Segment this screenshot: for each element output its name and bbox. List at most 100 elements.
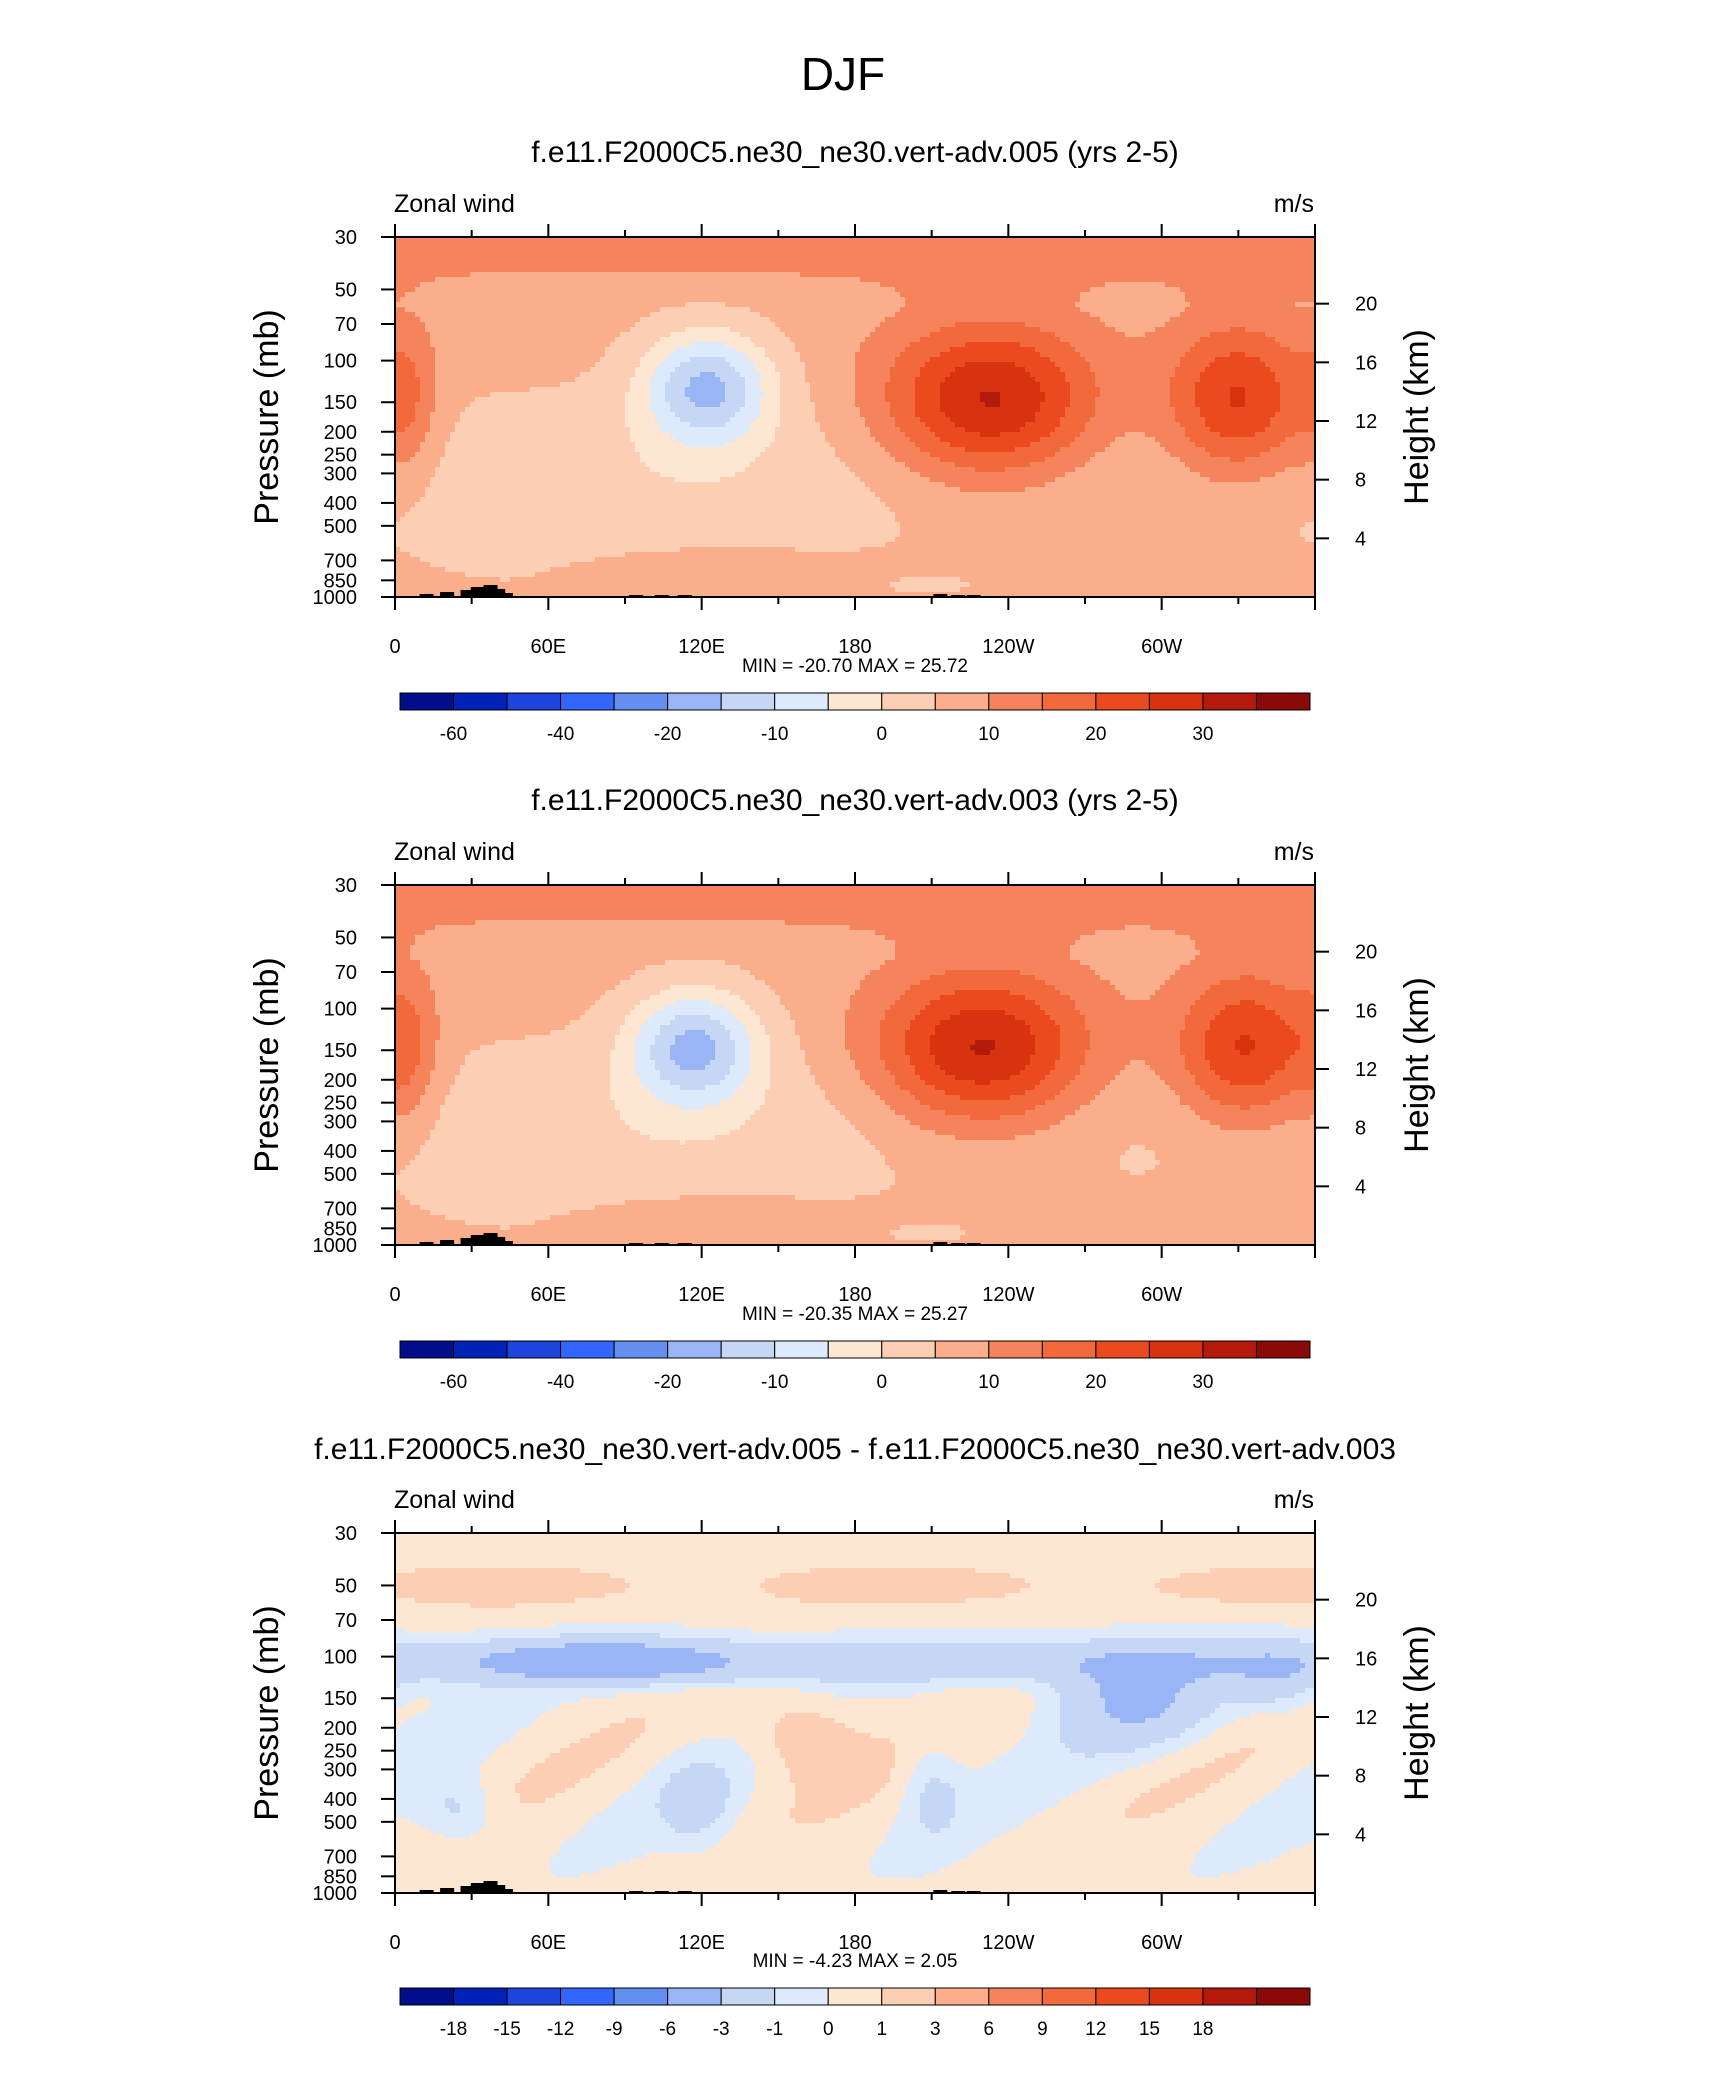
field-cell <box>600 367 605 372</box>
field-cell <box>625 382 630 387</box>
field-cell <box>410 482 415 487</box>
field-cell <box>425 542 430 547</box>
field-cell <box>410 312 415 317</box>
field-cell <box>575 417 580 422</box>
field-cell <box>495 472 500 477</box>
field-cell <box>425 452 430 457</box>
field-cell <box>535 427 540 432</box>
field-cell <box>695 512 700 517</box>
field-cell <box>430 527 435 532</box>
field-cell <box>425 332 430 337</box>
field-cell <box>610 537 615 542</box>
field-cell <box>565 472 570 477</box>
field-cell <box>610 262 615 267</box>
field-cell <box>435 407 440 412</box>
field-cell <box>545 582 550 587</box>
field-cell <box>460 482 465 487</box>
field-cell <box>410 412 415 417</box>
field-cell <box>535 292 540 297</box>
field-cell <box>500 377 505 382</box>
field-cell <box>560 362 565 367</box>
field-cell <box>585 577 590 582</box>
field-cell <box>615 247 620 252</box>
field-cell <box>740 282 745 287</box>
field-cell <box>715 537 720 542</box>
field-cell <box>400 282 405 287</box>
field-cell <box>415 407 420 412</box>
field-cell <box>430 452 435 457</box>
field-cell <box>575 517 580 522</box>
field-cell <box>495 507 500 512</box>
field-cell <box>690 577 695 582</box>
field-cell <box>535 572 540 577</box>
field-cell <box>490 312 495 317</box>
field-cell <box>605 527 610 532</box>
field-cell <box>720 262 725 267</box>
field-cell <box>690 332 695 337</box>
field-cell <box>530 477 535 482</box>
field-cell <box>655 327 660 332</box>
field-cell <box>730 262 735 267</box>
field-cell <box>660 512 665 517</box>
field-cell <box>655 272 660 277</box>
field-cell <box>455 352 460 357</box>
field-cell <box>535 452 540 457</box>
field-cell <box>455 332 460 337</box>
field-cell <box>520 302 525 307</box>
field-cell <box>595 397 600 402</box>
field-cell <box>605 572 610 577</box>
field-cell <box>460 257 465 262</box>
field-cell <box>640 482 645 487</box>
field-cell <box>735 377 740 382</box>
field-cell <box>425 352 430 357</box>
field-cell <box>580 572 585 577</box>
field-cell <box>595 482 600 487</box>
field-cell <box>480 297 485 302</box>
field-cell <box>445 517 450 522</box>
field-cell <box>700 347 705 352</box>
field-cell <box>650 267 655 272</box>
field-cell <box>425 532 430 537</box>
field-cell <box>445 417 450 422</box>
field-cell <box>625 572 630 577</box>
field-cell <box>485 477 490 482</box>
field-cell <box>490 257 495 262</box>
field-cell <box>715 492 720 497</box>
field-cell <box>445 512 450 517</box>
field-cell <box>550 282 555 287</box>
field-cell <box>730 352 735 357</box>
field-cell <box>505 417 510 422</box>
field-cell <box>640 537 645 542</box>
field-cell <box>725 582 730 587</box>
field-cell <box>680 397 685 402</box>
field-cell <box>535 387 540 392</box>
field-cell <box>435 462 440 467</box>
field-cell <box>425 272 430 277</box>
field-cell <box>430 562 435 567</box>
field-cell <box>660 347 665 352</box>
field-cell <box>665 417 670 422</box>
field-cell <box>595 562 600 567</box>
field-cell <box>405 542 410 547</box>
field-cell <box>445 542 450 547</box>
field-cell <box>705 387 710 392</box>
field-cell <box>740 247 745 252</box>
field-cell <box>490 387 495 392</box>
field-cell <box>480 342 485 347</box>
field-cell <box>705 492 710 497</box>
field-cell <box>625 472 630 477</box>
field-cell <box>675 322 680 327</box>
field-cell <box>700 492 705 497</box>
field-cell <box>720 367 725 372</box>
field-cell <box>660 372 665 377</box>
field-cell <box>565 397 570 402</box>
field-cell <box>630 562 635 567</box>
field-cell <box>560 357 565 362</box>
field-cell <box>455 372 460 377</box>
field-cell <box>485 352 490 357</box>
field-cell <box>545 542 550 547</box>
field-cell <box>570 277 575 282</box>
field-cell <box>690 557 695 562</box>
field-cell <box>485 487 490 492</box>
field-cell <box>605 307 610 312</box>
